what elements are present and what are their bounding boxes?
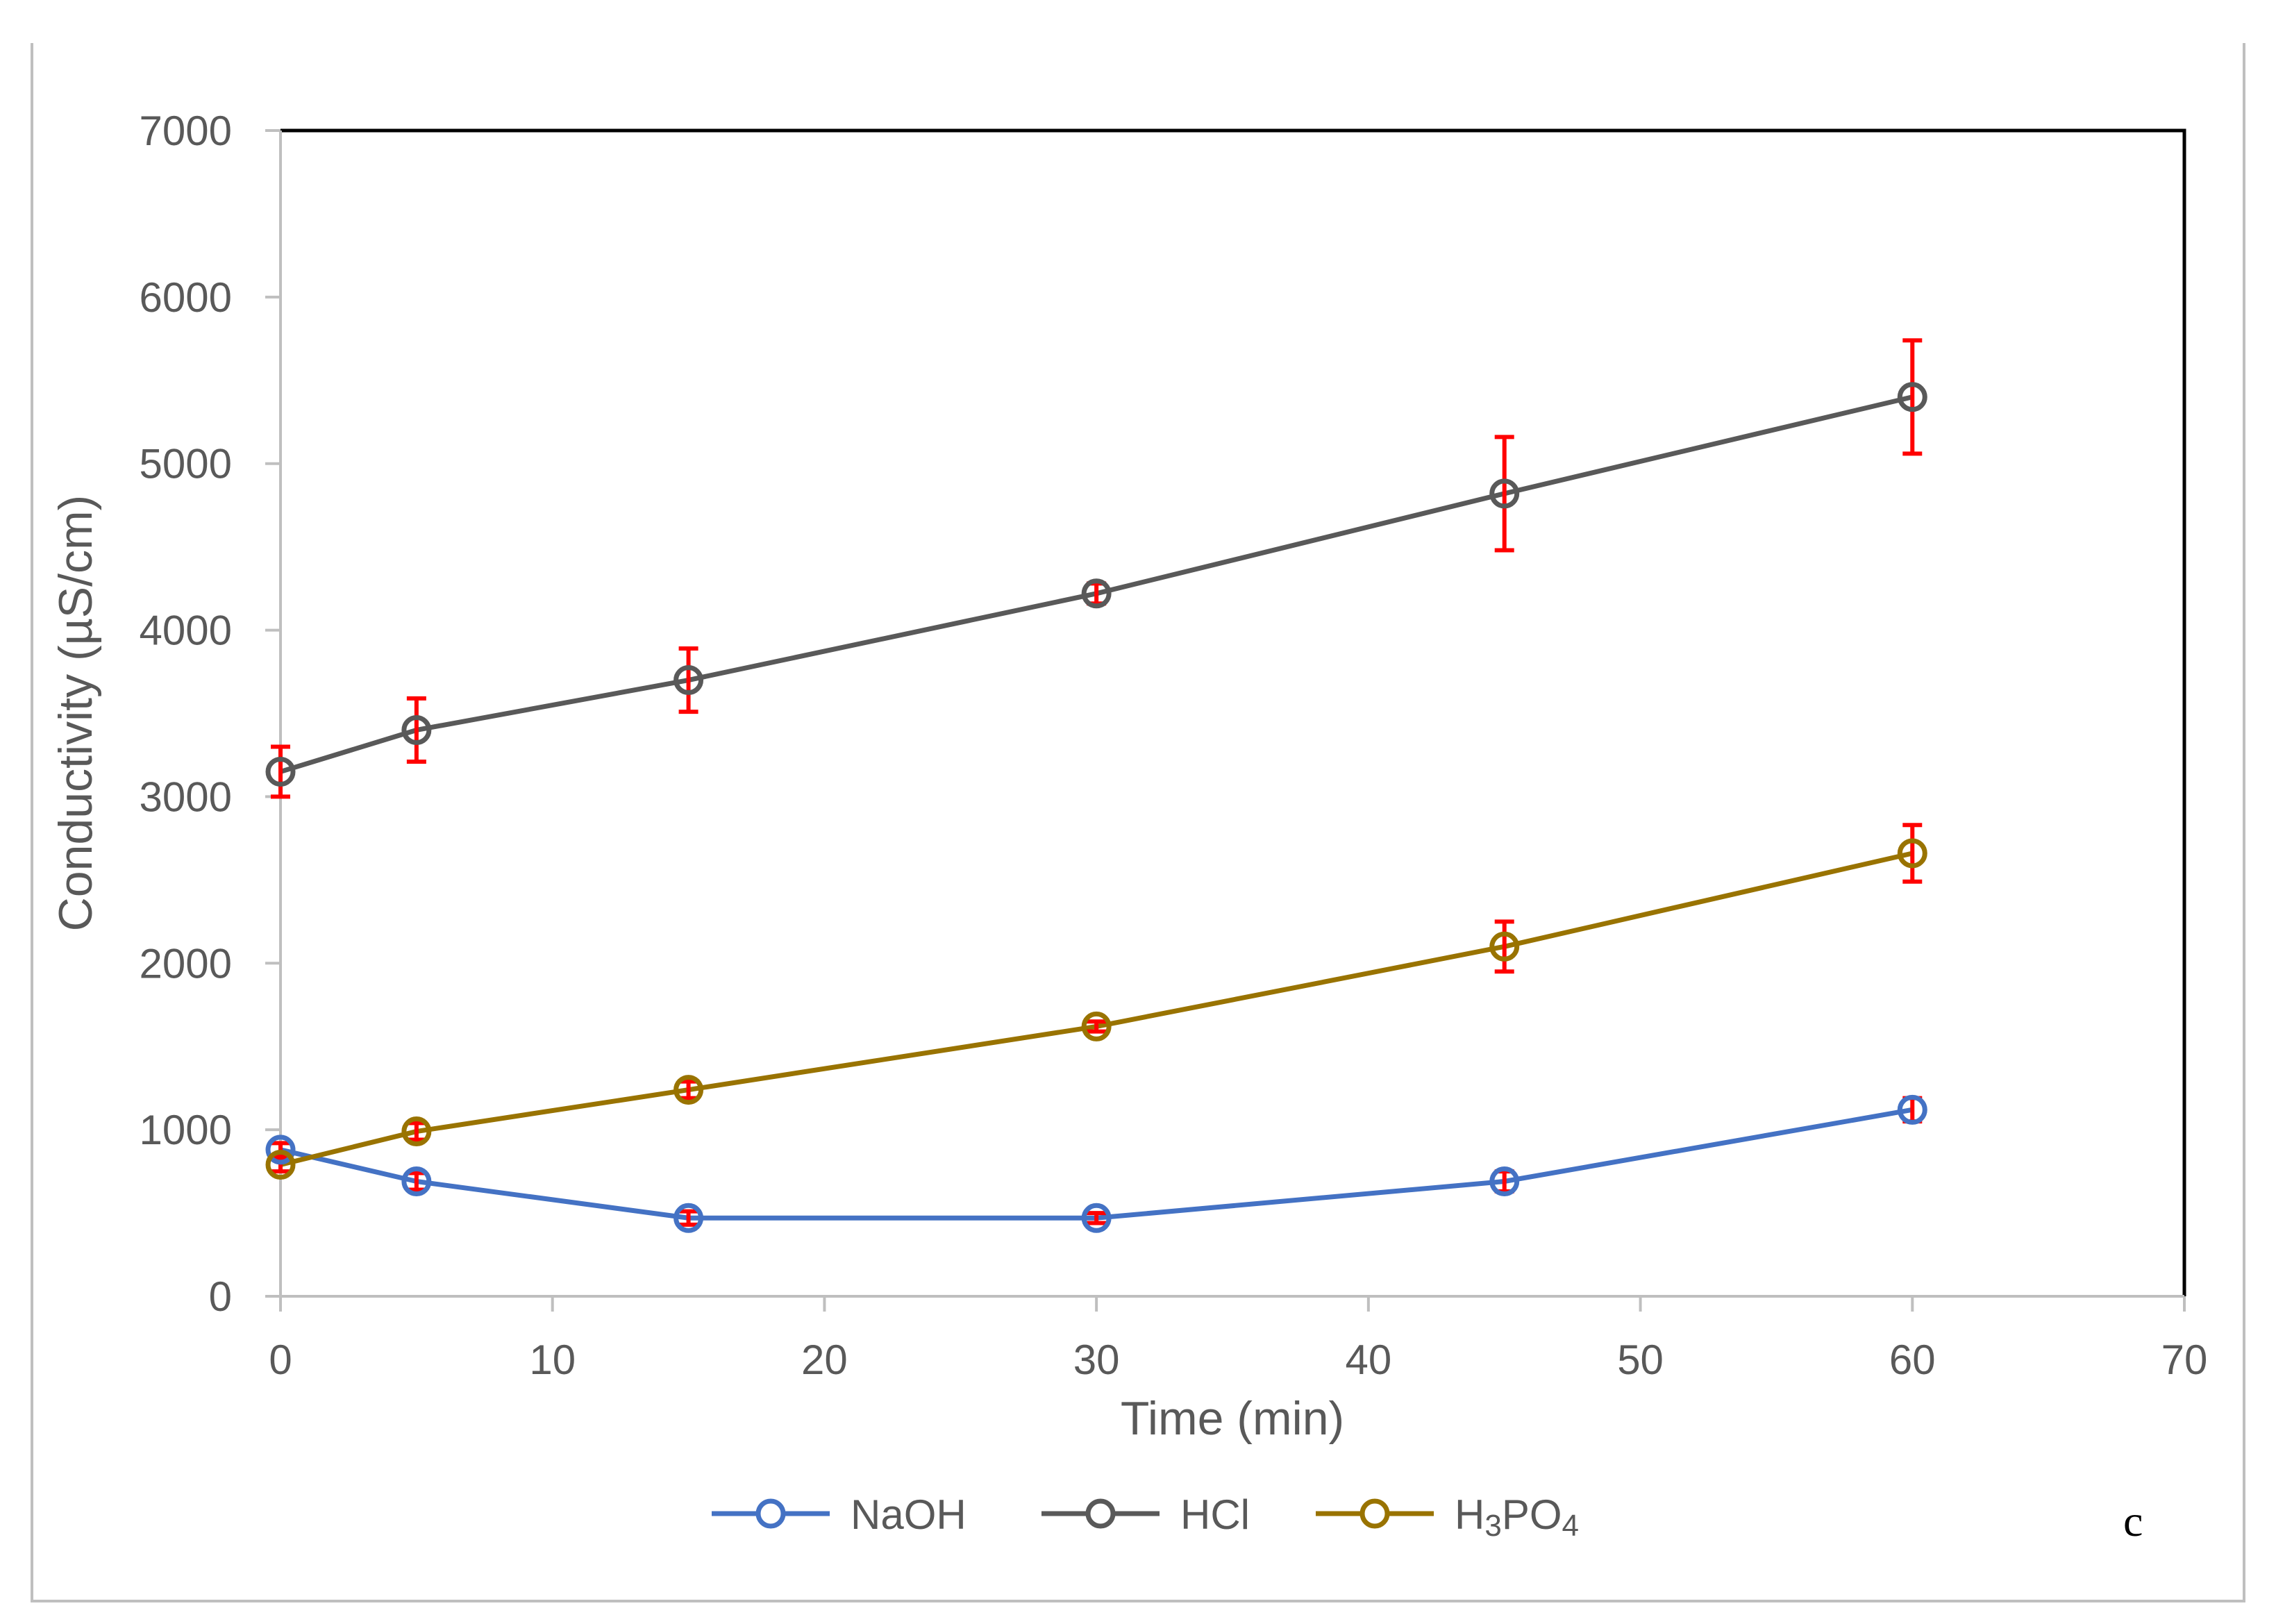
data-point-hcl [265,756,296,787]
y-tick-label: 2000 [140,940,232,987]
data-point-h3po4 [1897,838,1927,869]
y-tick-label: 0 [209,1273,232,1320]
y-axis-ticks: 0 1000 2000 3000 4000 5000 6000 7000 [140,108,281,1320]
x-tick-label: 70 [2161,1337,2208,1383]
data-point-h3po4 [1081,1011,1112,1041]
x-tick-label: 0 [269,1337,292,1383]
legend-label-naoh: NaOH [851,1491,967,1538]
x-tick-label: 30 [1073,1337,1120,1383]
legend-h3po4-sub3: 3 [1484,1509,1501,1543]
error-bar-naoh [1087,1211,1107,1225]
data-point-h3po4 [401,1116,432,1147]
data-point-naoh [1489,1166,1520,1196]
data-point-naoh [401,1166,432,1196]
data-point-naoh [265,1135,296,1165]
y-tick-label: 5000 [140,441,232,487]
x-tick-label: 40 [1345,1337,1391,1383]
y-tick-label: 7000 [140,108,232,154]
y-tick-label: 1000 [140,1107,232,1153]
y-axis-title: Conductivity (µS/cm) [49,495,102,932]
series-line-h3po4 [280,851,1914,1167]
data-point-hcl [1897,382,1927,412]
legend-item-naoh: NaOH [712,1491,967,1538]
data-point-naoh [1081,1203,1112,1233]
series-lines [279,394,1914,1221]
x-tick-label: 50 [1617,1337,1664,1383]
y-tick-label: 4000 [140,608,232,654]
data-point-hcl [401,714,432,745]
legend-h3po4-po: PO [1502,1491,1562,1538]
x-tick-label: 20 [801,1337,848,1383]
error-bar-hcl [406,696,426,764]
data-point-h3po4 [1489,931,1520,962]
legend-label-hcl: HCl [1180,1491,1250,1538]
error-bar-hcl [271,744,290,799]
data-point-h3po4 [673,1075,704,1105]
data-point-hcl [1489,478,1520,509]
legend-marker-h3po4 [1359,1498,1390,1529]
series-line-hcl [279,394,1914,774]
x-axis-ticks: 0 10 20 30 40 50 60 70 [269,1296,2207,1383]
legend-label-h3po4: H3PO4 [1455,1491,1579,1543]
data-point-hcl [1081,578,1112,609]
plot-frame [281,128,2186,1296]
legend-marker-hcl [1085,1498,1116,1529]
error-bar-h3po4 [1494,919,1514,974]
legend: NaOH HCl H3PO4 [712,1491,1579,1543]
x-tick-label: 60 [1889,1337,1936,1383]
x-tick-label: 10 [529,1337,576,1383]
error-bar-h3po4 [1902,823,1923,884]
error-bar-h3po4 [1087,1019,1107,1034]
data-point-naoh [673,1203,704,1233]
figure-frame [31,43,2245,1602]
legend-item-hcl: HCl [1041,1491,1250,1538]
error-bars [271,338,1923,1227]
series-line-naoh [280,1107,1913,1221]
panel-label: c [2123,1496,2143,1546]
data-point-naoh [1897,1094,1927,1125]
series-markers [265,382,1927,1233]
legend-item-h3po4: H3PO4 [1316,1491,1579,1543]
data-point-h3po4 [265,1150,296,1180]
y-tick-label: 3000 [140,773,232,820]
error-bar-naoh [678,1209,698,1227]
error-bar-hcl [678,646,698,714]
legend-marker-naoh [755,1498,786,1529]
data-point-hcl [673,665,704,696]
legend-h3po4-h: H [1455,1491,1484,1538]
legend-h3po4-sub4: 4 [1562,1509,1579,1543]
y-tick-label: 6000 [140,274,232,321]
x-axis-title: Time (min) [1121,1392,1344,1445]
error-bar-hcl [1494,435,1514,553]
error-bar-hcl [1902,338,1923,456]
